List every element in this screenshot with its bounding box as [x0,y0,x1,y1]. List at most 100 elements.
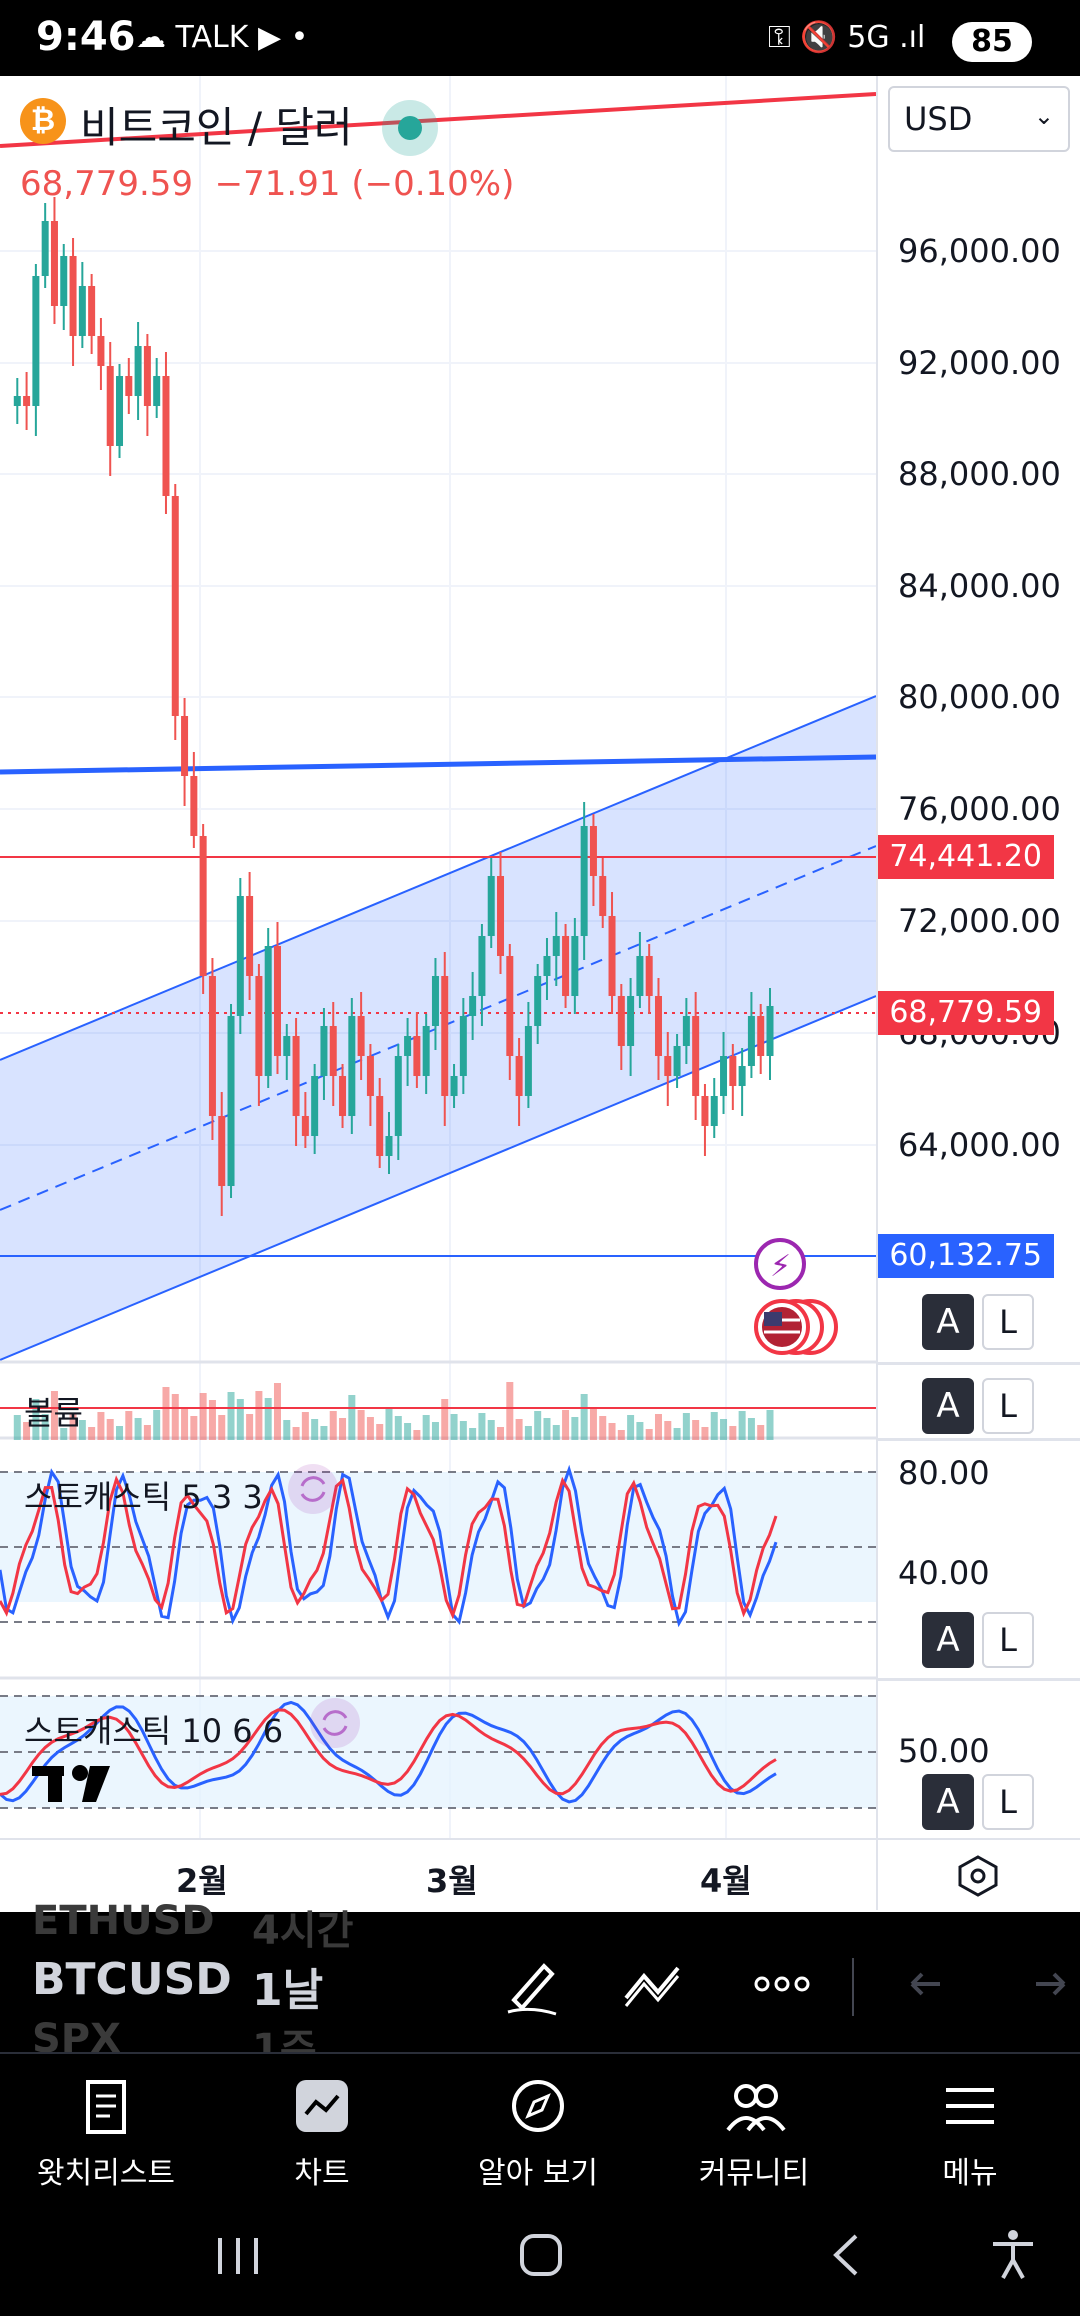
price-scale[interactable]: USD ⌄ 96,000.00 92,000.00 88,000.00 84,0… [876,76,1080,1866]
candle-body [636,956,644,996]
candle-body [497,876,505,956]
month-label: 3월 [426,1862,478,1900]
volume-bar [32,1399,40,1440]
volume-bar [738,1411,746,1440]
candle-body [599,876,607,916]
tab-label: 메뉴 [942,2156,998,2191]
auto-scale-button[interactable]: A [922,1612,974,1668]
chart-app: ⚡ [0,76,1080,1916]
volume-bar [162,1387,170,1440]
volume-bar [88,1427,96,1440]
auto-scale-button[interactable]: A [922,1774,974,1830]
stoch2-d-line [0,1708,777,1796]
candle-body [562,936,570,996]
volume-bar [720,1419,728,1440]
us-events-badge[interactable] [754,1299,838,1355]
more-dots-icon[interactable] [750,1952,814,2016]
candle-body [441,976,449,1096]
price-change-pct: (−0.10%) [351,164,515,204]
status-bar: 9:46 ☁ TALK ▶ • ⚿ 🔇 5G .ıl 85 [0,0,1080,76]
candle-body [227,1016,235,1186]
lightning-badge[interactable] [754,1238,806,1290]
prev-interval[interactable]: 4시간 [252,1908,354,1954]
volume-bar [50,1391,58,1440]
volume-bar [431,1422,439,1440]
bitcoin-logo-icon: ₿ [20,98,66,144]
volume-bar [60,1428,68,1440]
volume-bar [645,1429,653,1440]
prev-ticker[interactable]: ETHUSD [32,1898,215,1944]
level-price-tag: 74,441.20 [878,835,1054,879]
volume-bar [348,1395,356,1440]
home-icon[interactable] [516,2230,566,2280]
parallel-channel[interactable] [0,696,876,1360]
trend-tools-icon[interactable] [620,1952,684,2016]
stoch1-refresh-icon[interactable] [288,1464,338,1514]
volume-bar [134,1418,142,1440]
red-trend-line[interactable] [0,92,876,148]
volume-bar [246,1414,254,1440]
volume-pane-label[interactable]: 볼륨 [24,1394,83,1432]
candle-body [69,256,77,336]
log-scale-button[interactable]: L [982,1612,1034,1668]
price-tick: 64,000.00 [898,1126,1061,1164]
channel-upper-line[interactable] [0,695,876,1061]
tab-watchlist[interactable]: 왓치리스트 [6,2068,206,2191]
volume-bar [208,1400,216,1440]
stoch2-tick: 50.00 [898,1732,990,1770]
candle-body [357,1016,365,1056]
stoch2-pane-label[interactable]: 스토캐스틱 10 6 6 [24,1712,284,1750]
tab-community[interactable]: 커뮤니티 [654,2068,854,2191]
volume-bar [617,1430,625,1440]
auto-scale-button[interactable]: A [922,1294,974,1350]
stoch2-refresh-icon[interactable] [310,1698,360,1748]
back-icon[interactable] [826,2230,866,2280]
volume-bar [236,1399,244,1440]
candle-body [153,376,161,406]
accessibility-icon[interactable] [988,2228,1038,2282]
tab-explore[interactable]: 알아 보기 [438,2068,638,2191]
log-scale-button[interactable]: L [982,1378,1034,1434]
volume-bar [171,1394,179,1440]
candle-body [524,1026,532,1096]
blue-trend-line[interactable] [0,754,876,775]
chart-settings-button[interactable] [876,1838,1080,1910]
candle-body [162,376,170,496]
currency-select[interactable]: USD ⌄ [888,86,1070,152]
redo-icon[interactable] [1024,1952,1080,2016]
draw-pen-icon[interactable] [500,1952,564,2016]
ticker-selector[interactable]: BTCUSD [32,1954,232,2005]
volume-bar [227,1392,235,1440]
date-axis[interactable]: 2월 3월 4월 [0,1838,876,1912]
channel-mid-line[interactable] [0,845,876,1211]
candle-body [738,1066,746,1086]
log-scale-button[interactable]: L [982,1294,1034,1350]
candle-body [320,1026,328,1076]
stoch1-pane-label[interactable]: 스토캐스틱 5 3 3 [24,1478,263,1516]
chart-canvas[interactable]: ⚡ [0,76,876,1838]
volume-bar [329,1411,337,1440]
undo-icon[interactable] [896,1952,960,2016]
volume-scale-buttons: A L [922,1378,1042,1434]
interval-selector[interactable]: 1날 [252,1965,324,2016]
status-time: 9:46 [36,14,136,60]
recent-apps-icon[interactable] [210,2232,270,2280]
candle-body [264,946,272,1076]
candle-body [171,496,179,716]
candle-body [208,976,216,1116]
candle-body [571,936,579,996]
currency-value: USD [904,100,973,138]
tab-menu[interactable]: 메뉴 [870,2068,1070,2191]
symbol-title[interactable]: 비트코인 / 달러 [80,103,353,152]
tab-chart[interactable]: 차트 [222,2068,422,2191]
stoch1-tick: 40.00 [898,1554,990,1592]
market-open-icon [382,100,438,156]
volume-bar [264,1398,272,1440]
candle-body [385,1136,393,1156]
volume-bar [571,1417,579,1440]
stoch1-d-line [0,1475,778,1620]
volume-bar [366,1417,374,1440]
auto-scale-button[interactable]: A [922,1378,974,1434]
volume-bar [562,1410,570,1440]
log-scale-button[interactable]: L [982,1774,1034,1830]
